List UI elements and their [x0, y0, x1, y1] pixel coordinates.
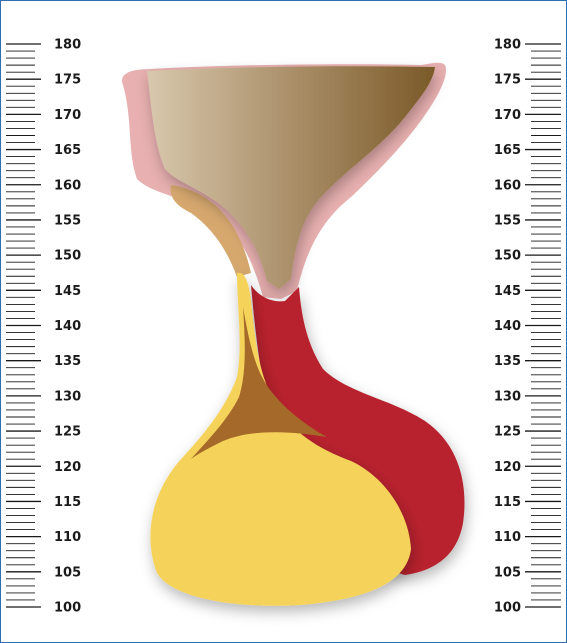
scale-tick-label: 115 — [54, 495, 81, 510]
scale-tick-label: 105 — [54, 565, 81, 580]
scale-tick-label: 165 — [494, 143, 521, 158]
scale-tick-label: 175 — [494, 73, 521, 88]
scale-tick-label: 170 — [494, 108, 521, 123]
scale-tick-label: 155 — [54, 213, 81, 228]
scale-tick-label: 150 — [54, 249, 81, 264]
scale-tick-label: 150 — [494, 249, 521, 264]
right-height-scale: 100 105 110 115 120 125 130 135 140 145 150 155 160 1… — [494, 38, 561, 616]
yellow-body — [150, 272, 411, 606]
scale-tick-label: 100 — [494, 601, 521, 616]
scale-tick-label: 155 — [494, 213, 521, 228]
scale-tick-label: 120 — [494, 460, 521, 475]
scale-tick-label: 100 — [54, 601, 81, 616]
upper-funnel — [147, 66, 435, 289]
scale-tick-label: 175 — [54, 73, 81, 88]
brown-wedge — [191, 307, 327, 459]
scale-tick-label: 125 — [54, 425, 81, 440]
scale-tick-label: 105 — [494, 565, 521, 580]
tan-shape — [170, 185, 251, 277]
scale-tick-label: 120 — [54, 460, 81, 475]
scale-tick-label: 180 — [494, 38, 521, 53]
scale-tick-label: 180 — [54, 38, 81, 53]
scale-tick-label: 130 — [54, 389, 81, 404]
scale-tick-label: 170 — [54, 108, 81, 123]
left-height-scale: 100 105 110 115 120 125 130 135 140 145 150 155 160 1… — [6, 38, 81, 616]
scale-tick-label: 140 — [494, 319, 521, 334]
scale-tick-label: 145 — [494, 284, 521, 299]
scale-tick-label: 125 — [494, 425, 521, 440]
scale-tick-label: 115 — [494, 495, 521, 510]
scale-tick-label: 145 — [54, 284, 81, 299]
scale-tick-label: 160 — [54, 178, 81, 193]
scale-tick-label: 165 — [54, 143, 81, 158]
scale-tick-label: 140 — [54, 319, 81, 334]
scale-tick-label: 135 — [54, 354, 81, 369]
scale-tick-label: 135 — [494, 354, 521, 369]
scale-tick-label: 130 — [494, 389, 521, 404]
scale-tick-label: 160 — [494, 178, 521, 193]
hourglass-illustration — [122, 62, 465, 606]
scale-tick-label: 110 — [54, 530, 81, 545]
scale-tick-label: 110 — [494, 530, 521, 545]
